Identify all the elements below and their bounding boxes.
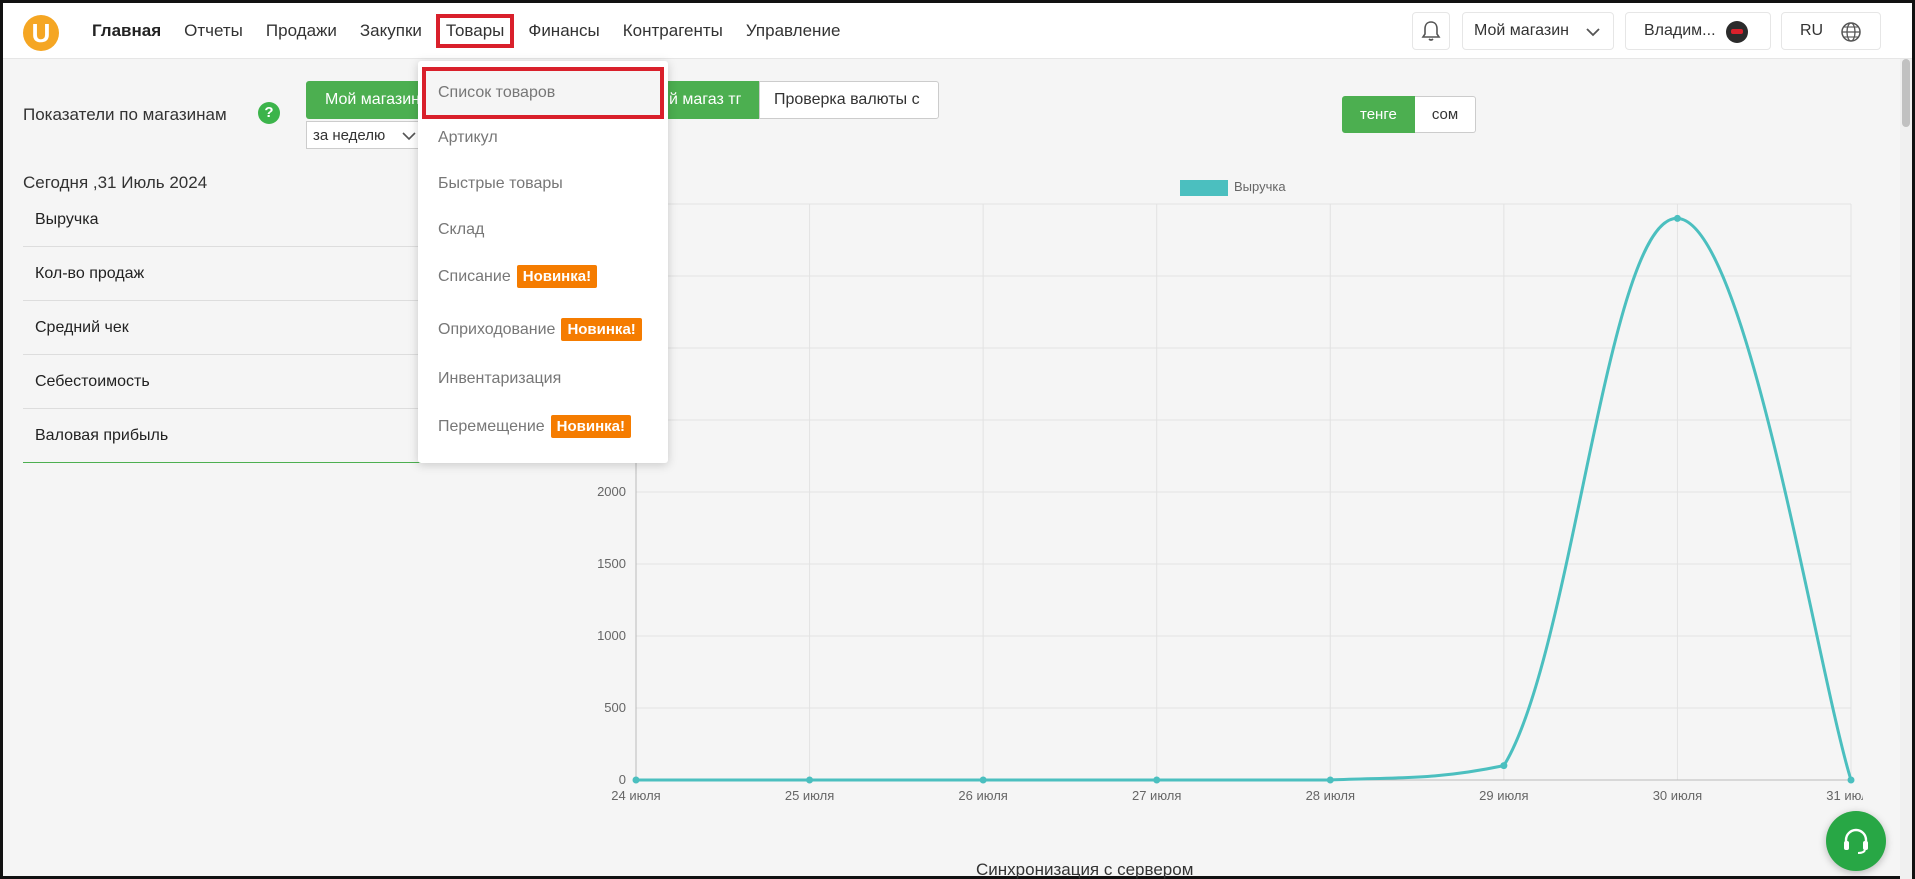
period-select-label: за неделю [313,126,386,144]
sync-status: Синхронизация с сервером [976,860,1194,879]
nav-item-purchases[interactable]: Закупки [359,21,422,40]
dropdown-item-label: Склад [438,221,485,238]
dropdown-item-label: Быстрые товары [438,175,563,192]
currency-som-button[interactable]: сом [1414,96,1477,133]
y-tick-label: 1000 [597,628,626,643]
x-tick-label: 29 июля [1479,788,1528,803]
legend-swatch [1180,180,1228,196]
data-point[interactable] [1673,214,1681,222]
new-badge: Новинка! [550,415,631,438]
store-button-tg[interactable]: й магаз тг [667,81,759,119]
data-point[interactable] [1153,776,1161,784]
store-select-label: Мой магазин [1474,22,1569,39]
chevron-down-icon [1586,28,1600,37]
app-logo[interactable]: U [23,15,59,51]
user-menu[interactable]: Владим... [1625,12,1771,50]
y-tick-label: 1500 [597,556,626,571]
new-badge: Новинка! [516,265,598,288]
notifications-button[interactable] [1412,12,1450,50]
period-select[interactable]: за неделю [306,121,424,149]
globe-icon [1841,22,1861,42]
dropdown-item-label: Список товаров [438,84,556,101]
bell-icon [1421,21,1441,41]
dropdown-item-label: Перемещение [438,417,545,435]
currency-toggle: тенге сом [1342,96,1477,133]
legend-label: Выручка [1234,179,1286,194]
metric-cost[interactable]: Себестоимость [23,355,423,409]
x-tick-label: 26 июля [958,788,1007,803]
chevron-down-icon [402,132,416,141]
dropdown-item-receipt[interactable]: Оприходование Новинка! [438,318,642,341]
section-title: Показатели по магазинам [23,105,227,124]
nav-item-sales[interactable]: Продажи [265,21,337,40]
dropdown-item-label: Списание [438,267,511,285]
data-point[interactable] [806,776,814,784]
nav-item-home[interactable]: Главная [92,21,162,40]
dropdown-item-label: Артикул [438,129,498,146]
y-tick-label: 2000 [597,484,626,499]
revenue-chart: 0 500 1000 1500 2000 24 июля 25 июля 26 июля 27 … [597,203,1863,803]
language-select[interactable]: RU [1781,12,1881,50]
metric-average-check[interactable]: Средний чек [23,301,423,355]
headset-icon [1844,828,1868,854]
new-badge: Новинка! [561,318,642,341]
help-icon[interactable]: ? [258,102,280,124]
nav-item-products[interactable]: Товары [435,14,515,48]
dropdown-item-inventory[interactable]: Инвентаризация [438,370,561,388]
data-point[interactable] [1847,776,1855,784]
dropdown-item-label: Инвентаризация [438,370,562,387]
metrics-list: Выручка Кол-во продаж Средний чек Себест… [23,193,423,463]
dropdown-item-product-list[interactable]: Список товаров [422,67,664,119]
data-point[interactable] [979,776,987,784]
nav-item-counterparties[interactable]: Контрагенты [622,21,723,40]
metric-gross-profit[interactable]: Валовая прибыль [23,409,423,463]
avatar [1726,21,1748,43]
scrollbar-thumb[interactable] [1902,59,1910,127]
x-tick-label: 24 июля [611,788,660,803]
dropdown-item-label: Оприходование [438,320,556,338]
dropdown-item-write-off[interactable]: Списание Новинка! [438,265,598,288]
language-label: RU [1800,22,1824,39]
y-tick-label: 500 [604,700,626,715]
nav-item-reports[interactable]: Отчеты [184,21,243,40]
data-point[interactable] [632,776,640,784]
x-tick-label: 28 июля [1306,788,1355,803]
y-tick-label: 0 [619,772,626,787]
nav-item-management[interactable]: Управление [745,21,841,40]
dropdown-item-warehouse[interactable]: Склад [438,221,484,239]
dropdown-item-transfer[interactable]: Перемещение Новинка! [438,415,631,438]
metric-sales-count[interactable]: Кол-во продаж [23,247,423,301]
support-button[interactable] [1826,811,1886,871]
main-nav: Главная Отчеты Продажи Закупки Товары Фи… [83,3,854,59]
data-point[interactable] [1500,762,1508,770]
dropdown-item-quick-products[interactable]: Быстрые товары [438,175,563,193]
data-point[interactable] [1326,776,1334,784]
dropdown-item-article[interactable]: Артикул [438,129,498,147]
products-dropdown-menu: Список товаров Артикул Быстрые товары Ск… [418,61,668,463]
store-select[interactable]: Мой магазин [1462,12,1614,50]
currency-tenge-button[interactable]: тенге [1342,96,1415,133]
today-date: Сегодня ,31 Июль 2024 [23,173,208,192]
x-tick-label: 25 июля [785,788,834,803]
x-tick-label: 27 июля [1132,788,1181,803]
metric-revenue[interactable]: Выручка [23,193,423,247]
x-tick-label: 31 июля [1826,788,1863,803]
store-button-my-store[interactable]: Мой магазин [306,81,424,119]
series-line-revenue [636,216,1853,782]
store-button-currency-check[interactable]: Проверка валюты с [759,81,939,119]
user-name: Владим... [1644,22,1716,39]
x-tick-label: 30 июля [1653,788,1702,803]
nav-item-finance[interactable]: Финансы [528,21,600,40]
vertical-scrollbar[interactable] [1900,59,1912,879]
